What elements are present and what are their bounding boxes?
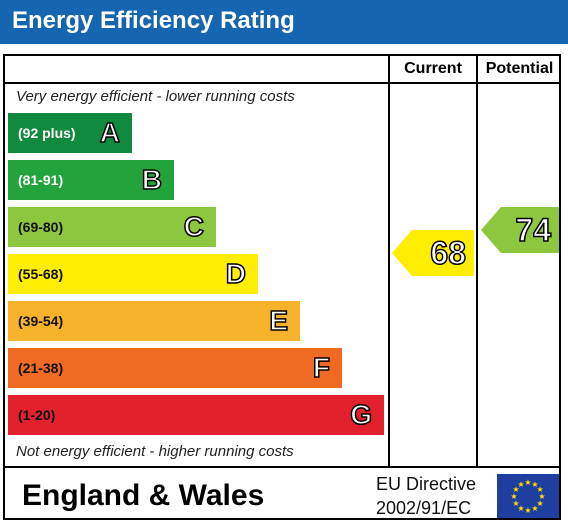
band-range: (69-80)	[18, 219, 64, 235]
band-a: (92 plus) A	[8, 113, 132, 153]
eu-flag-icon: ★ ★ ★ ★ ★ ★ ★ ★ ★ ★ ★ ★	[497, 474, 559, 518]
flag-star-icon: ★	[510, 492, 517, 501]
flag-star-icon: ★	[517, 504, 524, 513]
current-arrow-shape	[392, 230, 474, 276]
eu-directive: EU Directive 2002/91/EC	[376, 472, 476, 520]
efficient-note: Very energy efficient - lower running co…	[16, 88, 295, 105]
page-title: Energy Efficiency Rating	[12, 7, 295, 34]
band-letter: A	[99, 116, 121, 149]
flag-star-icon: ★	[524, 478, 531, 487]
potential-column-header: Potential	[485, 60, 554, 77]
flag-star-icon: ★	[524, 506, 531, 515]
flag-star-icon: ★	[531, 504, 538, 513]
inefficient-note: Not energy efficient - higher running co…	[16, 443, 294, 460]
flag-star-icon: ★	[537, 485, 544, 494]
flag-star-icon: ★	[538, 492, 545, 501]
band-letter: D	[225, 257, 247, 290]
footer-divider	[3, 466, 561, 468]
column-divider-potential	[476, 54, 478, 468]
header-bar: Energy Efficiency Rating	[0, 0, 568, 44]
rating-frame	[3, 54, 561, 520]
flag-star-icon: ★	[531, 480, 538, 489]
potential-rating-value: 74	[515, 211, 552, 249]
band-b: (81-91) B	[8, 160, 174, 200]
country-label: England & Wales	[22, 479, 265, 512]
flag-star-icon: ★	[512, 499, 519, 508]
current-column-header: Current	[404, 60, 462, 77]
directive-line-2: 2002/91/EC	[376, 498, 472, 518]
current-rating-value: 68	[430, 234, 467, 272]
band-f: (21-38) F	[8, 348, 342, 388]
band-range: (21-38)	[18, 360, 64, 376]
band-range: (1-20)	[18, 407, 56, 423]
band-g: (1-20) G	[8, 395, 384, 435]
band-range: (81-91)	[18, 172, 64, 188]
current-rating-arrow: 68	[392, 230, 474, 276]
band-range: (55-68)	[18, 266, 64, 282]
band-c: (69-80) C	[8, 207, 216, 247]
band-e: (39-54) E	[8, 301, 300, 341]
band-letter: B	[141, 163, 163, 196]
header-divider	[3, 82, 561, 84]
band-letter: C	[183, 210, 205, 243]
band-letter: E	[269, 304, 289, 337]
potential-rating-arrow: 74	[481, 207, 559, 253]
potential-arrow-shape	[481, 207, 559, 253]
band-d: (55-68) D	[8, 254, 258, 294]
band-letter: F	[312, 351, 331, 384]
band-letter: G	[349, 398, 372, 431]
flag-star-icon: ★	[512, 485, 519, 494]
column-divider-current	[388, 54, 390, 468]
flag-star-icon: ★	[537, 499, 544, 508]
directive-line-1: EU Directive	[376, 474, 477, 494]
band-range: (39-54)	[18, 313, 64, 329]
band-range: (92 plus)	[18, 125, 76, 141]
flag-star-icon: ★	[517, 480, 524, 489]
